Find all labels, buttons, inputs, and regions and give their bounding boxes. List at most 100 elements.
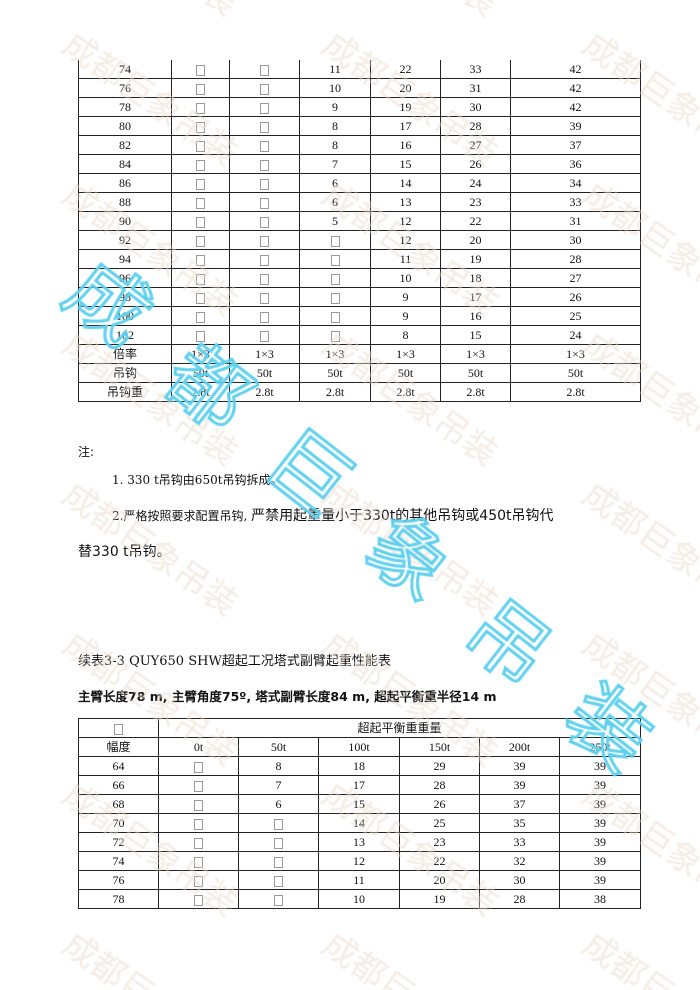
empty-cell-glyph	[260, 197, 269, 209]
empty-cell-glyph	[260, 330, 269, 342]
table-cell	[171, 173, 230, 193]
table-cell: 36	[510, 154, 641, 174]
empty-cell-glyph	[260, 140, 269, 152]
table-cell: 15	[318, 794, 400, 814]
table-cell: 2.8t	[171, 382, 230, 402]
table-cell: 39	[479, 756, 560, 776]
table-cell: 88	[78, 192, 172, 212]
table-cell	[229, 306, 300, 326]
table-row: 72 13 23 33 39	[78, 832, 642, 852]
table-cell: 30	[440, 97, 511, 117]
table-row: 82 8 16 27 37	[78, 135, 641, 155]
table-cell	[238, 832, 319, 852]
empty-cell-glyph	[196, 311, 205, 323]
table-cell	[229, 230, 300, 250]
table-cell: 80	[78, 116, 172, 136]
empty-cell-glyph	[260, 254, 269, 266]
table-row: 76 10 20 31 42	[78, 78, 641, 98]
table-cell	[158, 775, 239, 795]
table-cell: 2.8t	[510, 382, 641, 402]
table-cell: 29	[399, 756, 480, 776]
table-row: 92 12 20 30	[78, 230, 641, 250]
table-cell: 吊钩重	[78, 382, 172, 402]
table-cell: 39	[558, 832, 642, 852]
table-cell: 6	[238, 794, 319, 814]
table-cell: 14	[318, 813, 400, 833]
table-cell: 10	[318, 889, 400, 909]
table-cell: 9	[370, 287, 441, 307]
table-cell: 6	[299, 173, 371, 193]
table-footer-row: 倍率 1×3 1×3 1×3 1×3 1×3 1×3	[78, 344, 641, 364]
table-row: 66 7 17 28 39 39	[78, 775, 642, 795]
table-cell: 24	[510, 325, 641, 345]
table-cell: 42	[510, 78, 641, 98]
tower-jib-load-table: 超起平衡重重量 幅度 0t 50t 100t 150t 200t 250t 64 8 18 29…	[78, 718, 642, 909]
table-cell	[229, 97, 300, 117]
table-cell: 50t	[370, 363, 441, 383]
table-cell: 1×3	[299, 344, 371, 364]
table-cell: 50t	[440, 363, 511, 383]
table-row: 84 7 15 26 36	[78, 154, 641, 174]
table-cell: 1×3	[440, 344, 511, 364]
empty-cell-glyph	[330, 311, 340, 323]
table-cell: 82	[78, 135, 172, 155]
empty-cell-glyph	[260, 311, 269, 323]
table-cell	[238, 889, 319, 909]
table-cell: 31	[440, 78, 511, 98]
empty-cell-glyph	[196, 273, 205, 285]
table-cell	[229, 78, 300, 98]
empty-cell-glyph	[194, 856, 203, 868]
table-cell: 19	[399, 889, 480, 909]
empty-cell-glyph	[330, 235, 340, 247]
table-cell: 39	[558, 851, 642, 871]
table-cell: 28	[479, 889, 560, 909]
table-cell: 38	[558, 889, 642, 909]
empty-cell-glyph	[260, 64, 269, 76]
empty-cell-glyph	[196, 254, 205, 266]
table-cell: 11	[299, 60, 371, 79]
empty-cell-glyph	[274, 856, 283, 868]
empty-cell-glyph	[196, 178, 205, 190]
load-table-continued: 74 11 22 33 42 76 10 20 31 42 78 9 19 30 42 80 8 17 28 39 82…	[78, 60, 641, 402]
table-cell: 66	[78, 775, 159, 795]
empty-cell-glyph	[194, 837, 203, 849]
table-cell: 78	[78, 889, 159, 909]
table-cell: 1×3	[229, 344, 300, 364]
table-row: 90 5 12 22 31	[78, 211, 641, 231]
table-cell: 50t	[299, 363, 371, 383]
table-cell: 26	[399, 794, 480, 814]
table-cell: 9	[370, 306, 441, 326]
table-cell	[158, 870, 239, 890]
table-cell	[229, 325, 300, 345]
empty-cell-glyph	[196, 216, 205, 228]
table-row: 88 6 13 23 33	[78, 192, 641, 212]
table-cell: 8	[299, 116, 371, 136]
table-row: 78 9 19 30 42	[78, 97, 641, 117]
table-cell: 11	[370, 249, 441, 269]
table-cell: 18	[440, 268, 511, 288]
table-cell: 39	[510, 116, 641, 136]
table-cell: 14	[370, 173, 441, 193]
table-cell: 76	[78, 78, 172, 98]
table-cell: 50t	[238, 737, 319, 757]
table-cell	[229, 287, 300, 307]
empty-cell-glyph	[260, 273, 269, 285]
table-row: 76 11 20 30 39	[78, 870, 642, 890]
table-cell: 98	[78, 287, 172, 307]
table-cell: 28	[440, 116, 511, 136]
empty-cell-glyph	[196, 121, 205, 133]
table-cell: 39	[558, 775, 642, 795]
table-cell	[171, 211, 230, 231]
table-cell: 42	[510, 97, 641, 117]
table-cell	[171, 78, 230, 98]
empty-cell-glyph	[194, 799, 203, 811]
table-cell	[238, 851, 319, 871]
empty-cell-glyph	[260, 292, 269, 304]
empty-cell-glyph	[260, 102, 269, 114]
empty-cell-glyph	[260, 83, 269, 95]
table-cell: 22	[399, 851, 480, 871]
table-cell	[171, 306, 230, 326]
note-1: 1. 330 t吊钩由650t吊钩拆成。	[112, 473, 283, 487]
empty-cell-glyph	[194, 894, 203, 906]
group-header: 超起平衡重重量	[157, 718, 642, 738]
